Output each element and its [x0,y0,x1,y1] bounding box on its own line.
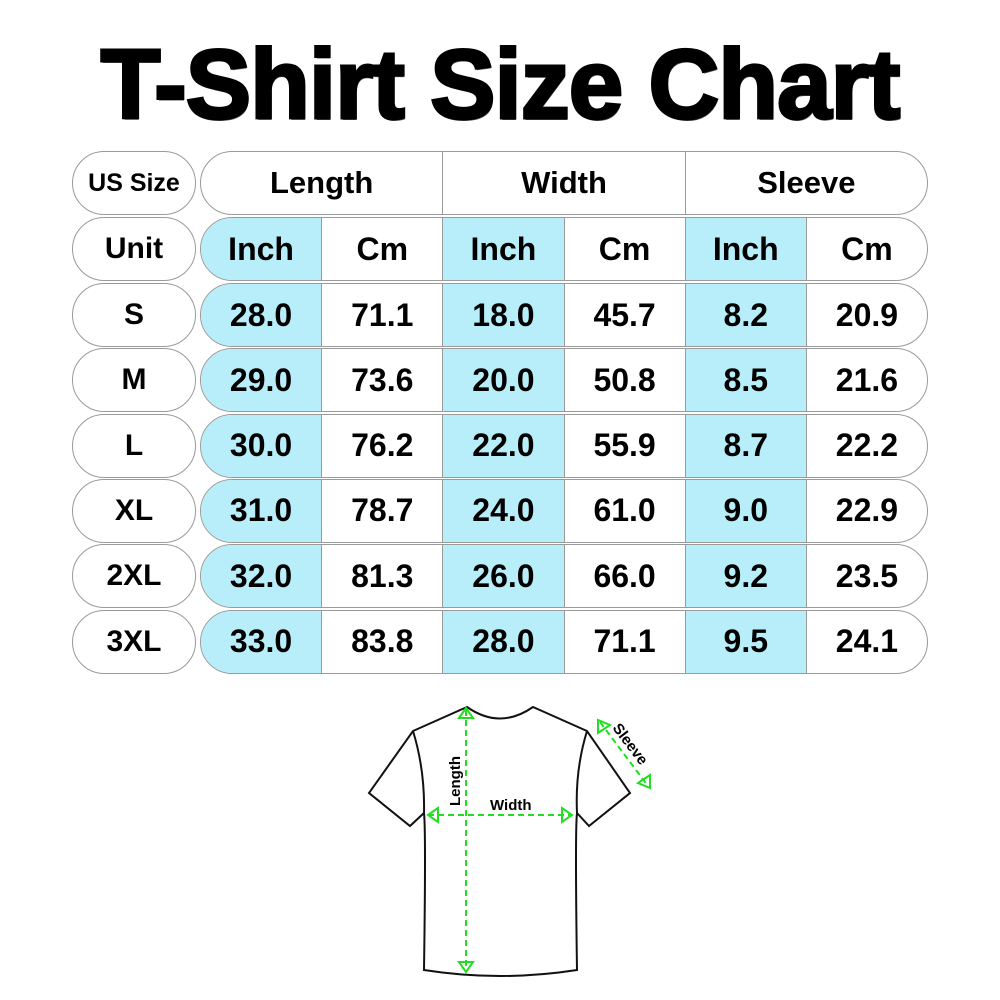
table-row: 33.0 83.8 28.0 71.1 9.5 24.1 [200,609,928,674]
unit-cell: Cm [563,218,685,280]
unit-cell: Cm [805,218,927,280]
table-cell: 28.0 [201,284,322,346]
table-cell: 9.0 [684,479,806,542]
table-cell: 18.0 [442,284,564,346]
table-cell: 22.0 [442,414,564,477]
group-sleeve: Sleeve [684,152,927,214]
us-size-header: US Size [72,151,196,215]
unit-header: Unit [72,217,196,281]
table-cell: 61.0 [563,479,685,542]
size-label-m: M [72,348,196,413]
group-length: Length [270,165,374,200]
table-cell: 55.9 [563,414,685,477]
table-cell: 50.8 [563,349,685,412]
table-cell: 22.2 [805,414,927,477]
table-cell: 22.9 [805,479,927,542]
table-row: 29.0 73.6 20.0 50.8 8.5 21.6 [200,348,928,413]
table-cell: 8.5 [684,349,806,412]
table-cell: 9.2 [684,545,806,608]
table-cell: 32.0 [201,545,322,608]
table-cell: 83.8 [321,610,442,673]
table-cell: 20.0 [442,349,564,412]
size-label-2xl: 2XL [72,544,196,609]
unit-cell: Inch [442,218,564,280]
table-cell: 23.5 [805,545,927,608]
unit-cell: Cm [321,218,442,280]
table-cell: 33.0 [201,610,322,673]
table-row: 31.0 78.7 24.0 61.0 9.0 22.9 [200,478,928,543]
table-cell: 24.0 [442,479,564,542]
table-cell: 71.1 [563,610,685,673]
size-label-s: S [72,283,196,347]
table-cell: 21.6 [805,349,927,412]
table-cell: 20.9 [805,284,927,346]
size-label-xl: XL [72,478,196,543]
length-label: Length [447,756,464,806]
size-label-l: L [72,413,196,478]
table-cell: 30.0 [201,414,322,477]
table-cell: 71.1 [321,284,442,346]
size-label-3xl: 3XL [72,609,196,674]
sleeve-arrow [599,721,649,787]
table-cell: 8.7 [684,414,806,477]
group-width: Width [442,152,684,214]
table-row: 28.0 71.1 18.0 45.7 8.2 20.9 [200,283,928,347]
width-label: Width [490,797,532,814]
table-cell: 66.0 [563,545,685,608]
table-cell: 73.6 [321,349,442,412]
table-row: 30.0 76.2 22.0 55.9 8.7 22.2 [200,413,928,478]
table-cell: 81.3 [321,545,442,608]
table-cell: 26.0 [442,545,564,608]
sleeve-label: Sleeve [609,720,651,768]
table-cell: 8.2 [684,284,806,346]
unit-cell: Inch [201,218,322,280]
table-row: 32.0 81.3 26.0 66.0 9.2 23.5 [200,544,928,609]
table-cell: 45.7 [563,284,685,346]
table-cell: 28.0 [442,610,564,673]
tshirt-outline [367,705,632,977]
unit-cell: Inch [684,218,806,280]
table-cell: 29.0 [201,349,322,412]
table-cell: 31.0 [201,479,322,542]
table-cell: 78.7 [321,479,442,542]
table-cell: 76.2 [321,414,442,477]
measurement-group-header: Length Width Sleeve [200,151,928,215]
table-cell: 24.1 [805,610,927,673]
table-cell: 9.5 [684,610,806,673]
unit-row: Inch Cm Inch Cm Inch Cm [200,217,928,281]
page-title: T-Shirt Size Chart [99,28,902,141]
